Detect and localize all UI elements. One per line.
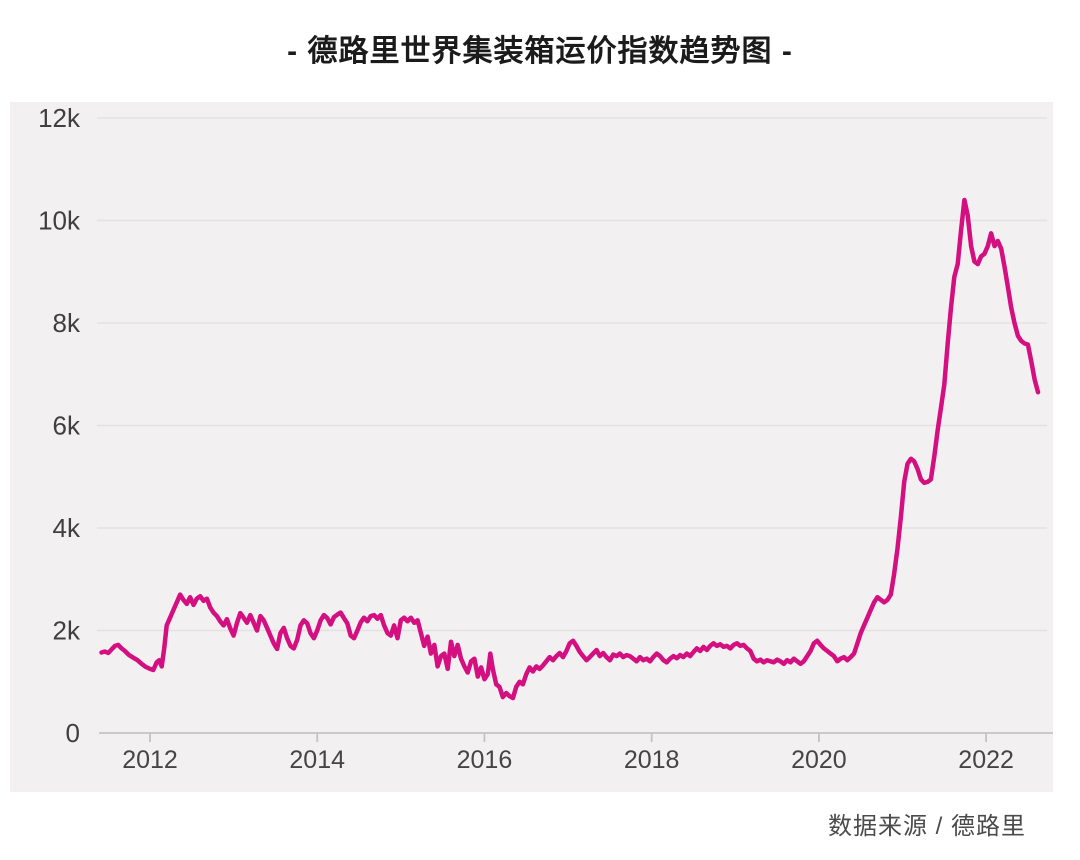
page-title: - 德路里世界集装箱运价指数趋势图 - xyxy=(287,35,793,68)
y-tick-label: 6k xyxy=(53,411,81,441)
y-tick-label: 2k xyxy=(53,616,81,646)
x-tick-label: 2014 xyxy=(289,746,345,774)
x-tick-label: 2020 xyxy=(791,746,847,774)
y-tick-label: 8k xyxy=(53,308,81,338)
data-source-note: 数据来源 / 德路里 xyxy=(827,813,1026,840)
x-tick-label: 2022 xyxy=(958,746,1014,774)
y-tick-label: 10k xyxy=(38,206,81,236)
x-tick-label: 2016 xyxy=(457,746,513,774)
wci-series-line xyxy=(99,197,1041,701)
x-tick-label: 2012 xyxy=(122,746,178,774)
y-tick-label: 12k xyxy=(38,103,81,133)
x-tick-label: 2018 xyxy=(624,746,680,774)
plot-panel xyxy=(10,102,1053,792)
y-tick-label: 4k xyxy=(53,513,81,543)
y-tick-label: 0 xyxy=(66,718,80,748)
